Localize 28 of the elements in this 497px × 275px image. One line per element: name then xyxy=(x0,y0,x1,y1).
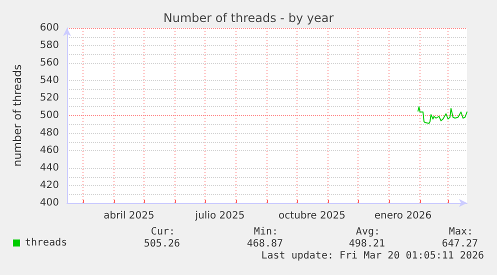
y-tick-label: 600 xyxy=(40,22,59,34)
y-tick-label: 400 xyxy=(40,198,59,208)
text: Min: xyxy=(254,226,278,238)
y-tick-label: 580 xyxy=(40,40,59,51)
y-tick-label: 440 xyxy=(40,162,59,174)
y-tick-label: 520 xyxy=(40,92,59,104)
text: Avg: xyxy=(356,226,380,238)
text: 468.87 xyxy=(246,238,283,250)
chart-title: Number of threads - by year xyxy=(163,11,334,25)
x-tick-label: enero 2026 xyxy=(374,210,432,222)
text: 505.26 xyxy=(144,238,180,250)
text: 498.21 xyxy=(348,238,385,250)
y-tick-label: 460 xyxy=(40,145,59,156)
legend-label: threads xyxy=(25,238,68,248)
line-series xyxy=(418,106,468,124)
x-tick-label: abril 2025 xyxy=(104,210,154,222)
y-tick-label: 420 xyxy=(40,180,59,191)
text: Last update: Fri Mar 20 01:05:11 2026 xyxy=(261,250,484,262)
x-tick-label: octubre 2025 xyxy=(278,210,346,222)
y-tick-label: 500 xyxy=(40,110,59,121)
text: Max: xyxy=(448,226,474,238)
y-axis-title: number of threads xyxy=(11,64,24,167)
text: Cur: xyxy=(150,226,176,238)
x-tick-label: julio 2025 xyxy=(194,210,245,222)
y-tick-label: 480 xyxy=(40,128,59,138)
y-tick-label: 560 xyxy=(40,58,59,68)
y-tick-label: 540 xyxy=(40,75,59,86)
text: 647.27 xyxy=(442,238,478,250)
